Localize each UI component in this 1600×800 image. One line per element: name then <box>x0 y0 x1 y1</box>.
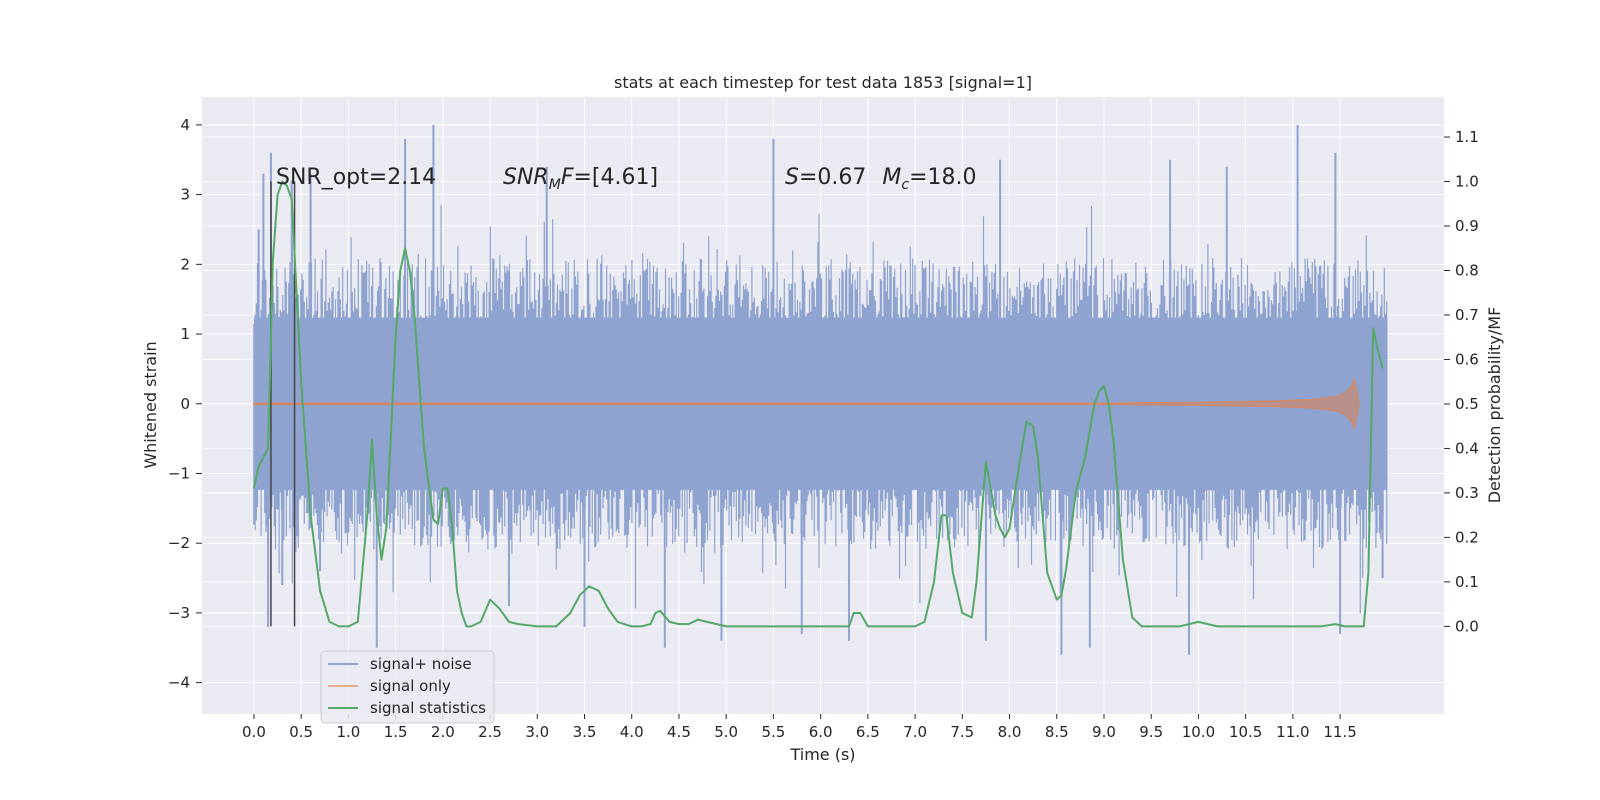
y-right-tick-label: 0.1 <box>1455 573 1479 591</box>
annotation-snr-opt: SNR_opt=2.14 <box>276 165 436 190</box>
legend: signal+ noise signal only signal statist… <box>320 650 495 724</box>
x-axis-label: Time (s) <box>789 745 855 764</box>
x-tick-label: 4.5 <box>667 723 691 741</box>
legend-label-signal-noise: signal+ noise <box>370 655 472 673</box>
chart-title: stats at each timestep for test data 185… <box>614 73 1032 92</box>
snr-mf-sub: M <box>549 177 561 193</box>
y-right-tick-label: 1.1 <box>1455 128 1479 146</box>
legend-box <box>320 650 495 724</box>
x-tick-label: 4.0 <box>620 723 644 741</box>
y-left-tick-label: −4 <box>168 674 190 692</box>
x-tick-label: 1.0 <box>336 723 360 741</box>
annotation-s-mc: S=0.67 Mc=18.0 <box>785 165 977 193</box>
s-label: S <box>785 165 799 190</box>
signal-only-trace <box>253 376 1360 431</box>
signal-statistics-series <box>252 180 1384 628</box>
y-right-tick-label: 0.9 <box>1455 217 1479 235</box>
x-axis-ticks: 0.0 0.5 1.0 1.5 2.0 2.5 3.0 3.5 4.0 4.5 5.0 5.5 6.0 6… <box>242 714 1357 741</box>
y-left-tick-label: 4 <box>180 116 190 134</box>
y-right-tick-label: 0.8 <box>1455 261 1479 279</box>
x-tick-label: 9.5 <box>1139 723 1163 741</box>
x-tick-label: 10.5 <box>1229 723 1262 741</box>
x-tick-label: 6.5 <box>856 723 880 741</box>
y-left-tick-label: −1 <box>168 464 190 482</box>
y-right-tick-label: 0.6 <box>1455 350 1479 368</box>
y-left-tick-label: 3 <box>180 186 190 204</box>
x-tick-label: 10.0 <box>1182 723 1215 741</box>
x-tick-label: 8.5 <box>1045 723 1069 741</box>
y-right-tick-label: 0.7 <box>1455 306 1479 324</box>
snr-mf-f: F <box>561 165 574 190</box>
legend-label-signal-only: signal only <box>370 677 451 695</box>
y-right-tick-label: 1.0 <box>1455 173 1479 191</box>
x-tick-label: 11.5 <box>1323 723 1356 741</box>
y-left-tick-label: −3 <box>168 604 190 622</box>
x-tick-label: 3.0 <box>525 723 549 741</box>
x-tick-label: 5.5 <box>761 723 785 741</box>
x-tick-label: 0.5 <box>289 723 313 741</box>
y-axis-left-ticks: 4 3 2 1 0 −1 −2 −3 −4 <box>168 116 202 692</box>
y-left-tick-label: −2 <box>168 534 190 552</box>
x-tick-label: 2.0 <box>431 723 455 741</box>
y-axis-right-label: Detection probability/MF <box>1485 307 1504 504</box>
y-right-tick-label: 0.0 <box>1455 617 1479 635</box>
y-right-tick-label: 0.3 <box>1455 484 1479 502</box>
y-right-tick-label: 0.4 <box>1455 439 1479 457</box>
signal-statistics-line <box>252 180 1384 628</box>
snr-mf-base: SNR <box>503 165 549 190</box>
x-tick-label: 6.0 <box>809 723 833 741</box>
y-right-tick-label: 0.5 <box>1455 395 1479 413</box>
x-tick-label: 0.0 <box>242 723 266 741</box>
x-tick-label: 7.0 <box>903 723 927 741</box>
y-axis-right-ticks: 1.1 1.0 0.9 0.8 0.7 0.6 0.5 0.4 0.3 0.2 0.1 0.0 <box>1444 128 1479 635</box>
signal-only-series <box>253 376 1360 431</box>
x-tick-label: 11.0 <box>1276 723 1309 741</box>
x-tick-label: 8.0 <box>998 723 1022 741</box>
noise-trace <box>253 205 1388 614</box>
mc-value: =18.0 <box>909 165 976 190</box>
annotation-snr-mf: SNRMF=[4.61] <box>503 165 658 193</box>
x-tick-label: 3.5 <box>573 723 597 741</box>
mc-sub: c <box>901 177 909 193</box>
mc-label: M <box>882 165 901 190</box>
s-value: =0.67 <box>799 165 866 190</box>
legend-label-signal-statistics: signal statistics <box>370 699 486 717</box>
y-left-tick-label: 1 <box>180 325 190 343</box>
y-right-tick-label: 0.2 <box>1455 528 1479 546</box>
x-tick-label: 5.0 <box>714 723 738 741</box>
x-tick-label: 9.0 <box>1092 723 1116 741</box>
snr-mf-value: =[4.61] <box>573 165 658 190</box>
y-left-tick-label: 2 <box>180 255 190 273</box>
x-tick-label: 2.5 <box>478 723 502 741</box>
y-axis-left-label: Whitened strain <box>141 341 160 468</box>
y-left-tick-label: 0 <box>180 395 190 413</box>
x-tick-label: 7.5 <box>950 723 974 741</box>
x-tick-label: 1.5 <box>384 723 408 741</box>
